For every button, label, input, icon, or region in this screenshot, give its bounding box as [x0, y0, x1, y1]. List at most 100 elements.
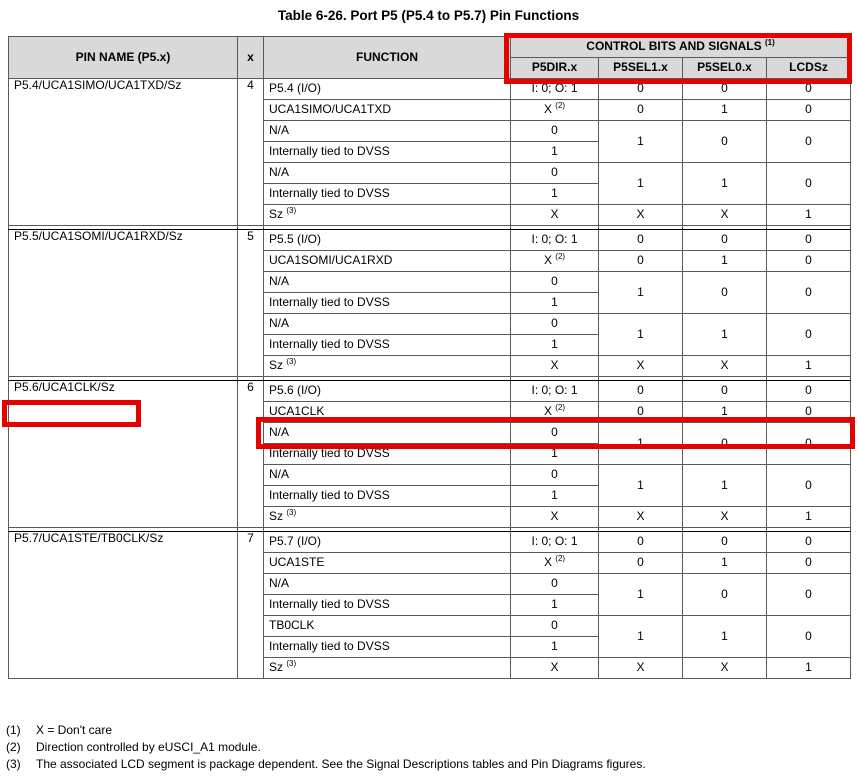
table-row: P5.5/UCA1SOMI/UCA1RXD/Sz 5 P5.5 (I/O) I: 0;… — [8, 229, 852, 377]
p5sel0-cell: X — [682, 355, 767, 377]
table-row: Internally tied to DVSS 1 — [9, 334, 851, 356]
p5sel0-cell: 1 — [682, 552, 767, 574]
control-bits-footnote-ref: (1) — [764, 38, 775, 48]
lcdsz-cell: 0 — [765, 464, 852, 507]
table-row: P5.7/UCA1STE/TB0CLK/Sz 7 P5.7 (I/O) I: 0; O… — [8, 531, 852, 679]
p5sel0-cell: 0 — [682, 120, 767, 163]
footnotes: (1) X = Don't care (2) Direction control… — [6, 722, 851, 774]
table-row: Sz (3) X X X 1 — [9, 506, 852, 528]
lcdsz-cell: 0 — [765, 120, 852, 163]
footnote-ref: (2) — [555, 101, 566, 111]
pin-table-body: P5.4/UCA1SIMO/UCA1TXD/Sz 4 P5.4 (I/O) I: 0;… — [8, 78, 852, 679]
p5dir-cell: X (2) — [510, 99, 599, 121]
footnote-number: (1) — [6, 723, 21, 737]
lcdsz-cell: 0 — [765, 401, 852, 423]
pin-name-cell: P5.7/UCA1STE/TB0CLK/Sz — [8, 531, 238, 679]
p5sel0-cell: 1 — [682, 401, 767, 423]
lcdsz-cell: 0 — [765, 552, 852, 574]
table-title: Table 6-26. Port P5 (P5.4 to P5.7) Pin F… — [277, 8, 580, 23]
lcdsz-cell: 0 — [765, 250, 852, 272]
lcdsz-cell: 0 — [765, 531, 852, 553]
function-cell: Internally tied to DVSS — [263, 292, 511, 314]
p5sel1-cell: 1 — [598, 573, 683, 616]
p5dir-cell: 0 — [510, 313, 599, 335]
p5dir-cell: X — [510, 355, 599, 377]
pin-number-cell: 7 — [237, 531, 264, 679]
pin-name-cell: P5.5/UCA1SOMI/UCA1RXD/Sz — [8, 229, 238, 377]
function-cell: N/A — [263, 422, 511, 444]
lcdsz-cell: 0 — [765, 573, 852, 616]
function-cell: N/A — [263, 573, 511, 595]
function-cell: N/A — [263, 464, 511, 486]
lcdsz-cell: 1 — [765, 506, 852, 528]
lcdsz-cell: 1 — [765, 657, 852, 679]
function-cell: P5.7 (I/O) — [263, 531, 511, 553]
function-cell: Internally tied to DVSS — [263, 485, 511, 507]
p5sel1-cell: 0 — [598, 229, 683, 251]
footnote-ref: (3) — [286, 357, 297, 367]
p5dir-cell: 0 — [510, 120, 599, 142]
p5sel1-cell: 0 — [598, 78, 683, 100]
footnote-number: (3) — [6, 757, 21, 772]
column-header-p5sel1: P5SEL1.x — [598, 57, 683, 79]
control-bits-label: CONTROL BITS AND SIGNALS — [586, 39, 765, 54]
p5dir-cell: X (2) — [510, 401, 599, 423]
p5sel0-cell: 1 — [682, 615, 767, 658]
function-cell: Internally tied to DVSS — [263, 443, 511, 465]
column-header-pin-name: PIN NAME (P5.x) — [8, 36, 238, 79]
p5sel1-cell: 0 — [598, 531, 683, 553]
footnote-3: (3) The associated LCD segment is packag… — [6, 756, 851, 772]
p5sel1-cell: X — [598, 355, 683, 377]
p5dir-cell: 1 — [510, 141, 599, 163]
p5dir-cell: 0 — [510, 422, 599, 444]
p5dir-cell: 1 — [510, 183, 599, 205]
function-cell: Internally tied to DVSS — [263, 141, 511, 163]
column-header-p5sel0: P5SEL0.x — [682, 57, 767, 79]
p5sel1-cell: 0 — [598, 401, 683, 423]
p5dir-cell: X — [510, 204, 599, 226]
p5dir-cell: I: 0; O: 1 — [510, 531, 599, 553]
p5sel1-cell: 1 — [598, 615, 683, 658]
footnote-text: The associated LCD segment is package de… — [36, 757, 646, 772]
table-row: Sz (3) X X X 1 — [9, 204, 852, 226]
lcdsz-cell: 0 — [765, 271, 852, 314]
lcdsz-cell: 0 — [765, 78, 852, 100]
function-cell: P5.4 (I/O) — [263, 78, 511, 100]
lcdsz-cell: 1 — [765, 204, 852, 226]
p5sel0-cell: 0 — [682, 229, 767, 251]
footnote-2: (2) Direction controlled by eUSCI_A1 mod… — [6, 739, 851, 755]
lcdsz-cell: 1 — [765, 355, 852, 377]
p5sel0-cell: 1 — [682, 313, 767, 356]
p5sel1-cell: X — [598, 506, 683, 528]
lcdsz-cell: 0 — [765, 615, 852, 658]
pin-number-cell: 4 — [237, 78, 264, 226]
footnote-ref: (2) — [555, 403, 566, 413]
p5sel1-cell: 1 — [598, 271, 683, 314]
footnote-ref: (2) — [555, 252, 566, 262]
p5sel0-cell: 0 — [682, 422, 767, 465]
p5sel0-cell: 0 — [682, 573, 767, 616]
p5sel0-cell: X — [682, 657, 767, 679]
footnote-text: Direction controlled by eUSCI_A1 module. — [36, 740, 261, 755]
p5dir-cell: 1 — [510, 292, 599, 314]
p5sel0-cell: X — [682, 204, 767, 226]
function-cell: P5.6 (I/O) — [263, 380, 511, 402]
pin-name-cell: P5.6/UCA1CLK/Sz — [8, 380, 238, 528]
table-row: Internally tied to DVSS 1 — [9, 636, 851, 658]
p5sel0-cell: 0 — [682, 78, 767, 100]
footnote-ref: (3) — [286, 508, 297, 518]
footnote-number: (2) — [6, 740, 21, 755]
p5dir-cell: 1 — [510, 443, 599, 465]
function-cell: P5.5 (I/O) — [263, 229, 511, 251]
table-header: PIN NAME (P5.x) x FUNCTION CONTROL BITS … — [8, 36, 852, 79]
p5dir-cell: I: 0; O: 1 — [510, 229, 599, 251]
p5sel0-cell: 0 — [682, 531, 767, 553]
lcdsz-cell: 0 — [765, 99, 852, 121]
p5dir-cell: X — [510, 506, 599, 528]
lcdsz-cell: 0 — [765, 162, 852, 205]
footnote-ref: (3) — [286, 206, 297, 216]
p5sel0-cell: 0 — [682, 380, 767, 402]
p5sel1-cell: 0 — [598, 99, 683, 121]
p5sel1-cell: X — [598, 204, 683, 226]
function-cell: UCA1CLK — [263, 401, 511, 423]
